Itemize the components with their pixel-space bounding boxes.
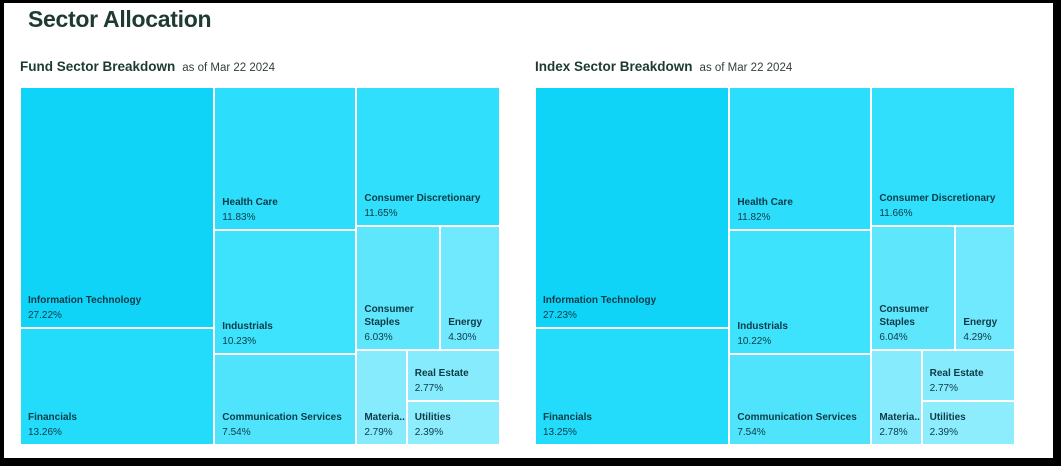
sector-value-label: 2.77% — [929, 382, 958, 394]
treemap-cell-materials[interactable]: Materia... 2.79% — [356, 349, 407, 445]
sector-name-label: Industrials — [222, 320, 273, 332]
treemap-cell-utilities[interactable]: Utilities 2.39% — [921, 401, 1015, 445]
sector-name-label: Real Estate — [414, 367, 469, 379]
sector-value-label: 4.30% — [448, 331, 477, 343]
sector-name-label: Communication Services — [737, 411, 857, 423]
sector-cell-label: Financials 13.25% — [543, 411, 727, 439]
fund-sector-treemap: Information Technology 27.22% Financials 13… — [20, 87, 500, 445]
sector-value-label: 13.25% — [543, 426, 577, 438]
index-chart-as-of-date: as of Mar 22 2024 — [699, 62, 793, 74]
sector-value-label: 2.79% — [364, 426, 393, 438]
sector-value-label: 10.22% — [737, 335, 772, 347]
sector-value-label: 4.29% — [963, 332, 992, 343]
sector-name-label: Utilities — [414, 411, 451, 423]
sector-cell-label: Consumer Staples 6.03% — [364, 303, 438, 344]
sector-cell-label: Materia... 2.78% — [879, 411, 919, 439]
fund-sector-breakdown-header: Fund Sector Breakdown as of Mar 22 2024 — [20, 58, 275, 76]
treemap-cell-health-care[interactable]: Health Care 11.83% — [214, 87, 357, 231]
treemap-cell-utilities[interactable]: Utilities 2.39% — [406, 400, 500, 445]
sector-value-label: 7.54% — [222, 426, 251, 438]
sector-value-label: 27.22% — [28, 309, 62, 321]
treemap-cell-information-technology[interactable]: Information Technology 27.23% — [535, 87, 730, 328]
treemap-cell-industrials[interactable]: Industrials 10.23% — [214, 230, 357, 354]
treemap-cell-real-estate[interactable]: Real Estate 2.77% — [406, 349, 500, 401]
sector-value-label: 7.54% — [737, 426, 766, 438]
sector-cell-label: Information Technology 27.22% — [28, 294, 212, 322]
sector-cell-label: Communication Services 7.54% — [222, 411, 354, 439]
sector-name-label: Consumer Staples — [879, 304, 929, 328]
sector-name-label: Energy — [963, 317, 998, 328]
sector-value-label: 6.03% — [364, 331, 393, 343]
index-sector-breakdown-header: Index Sector Breakdown as of Mar 22 2024 — [535, 58, 792, 76]
sector-cell-label: Energy 4.29% — [963, 316, 1013, 344]
sector-value-label: 6.04% — [879, 332, 908, 343]
treemap-cell-communication-services[interactable]: Communication Services 7.54% — [214, 353, 357, 445]
sector-name-label: Industrials — [737, 320, 788, 332]
treemap-cell-information-technology[interactable]: Information Technology 27.22% — [20, 87, 215, 328]
fund-chart-title: Fund Sector Breakdown — [20, 59, 176, 74]
sector-name-label: Materia... — [364, 411, 405, 423]
sector-cell-label: Consumer Discretionary 11.66% — [879, 192, 1013, 220]
sector-cell-label: Health Care 11.82% — [737, 196, 869, 224]
sector-cell-label: Information Technology 27.23% — [543, 294, 727, 322]
sector-cell-label: Consumer Discretionary 11.65% — [364, 192, 498, 220]
sector-cell-label: Real Estate 2.77% — [930, 367, 1013, 395]
treemap-cell-health-care[interactable]: Health Care 11.82% — [729, 87, 872, 231]
page-title: Sector Allocation — [28, 6, 212, 32]
treemap-cell-materials[interactable]: Materia... 2.78% — [871, 350, 922, 445]
sector-cell-label: Materia... 2.79% — [364, 411, 404, 439]
sector-cell-label: Consumer Staples 6.04% — [879, 303, 953, 344]
sector-cell-label: Utilities 2.39% — [415, 411, 498, 439]
sector-name-label: Consumer Discretionary — [879, 193, 996, 205]
sector-name-label: Energy — [448, 316, 483, 328]
sector-name-label: Health Care — [737, 197, 793, 209]
treemap-cell-energy[interactable]: Energy 4.29% — [955, 226, 1015, 350]
sector-name-label: Real Estate — [929, 367, 984, 379]
treemap-cell-consumer-discretionary[interactable]: Consumer Discretionary 11.66% — [871, 87, 1015, 227]
sector-name-label: Consumer Discretionary — [364, 193, 481, 205]
sector-value-label: 11.65% — [364, 208, 398, 220]
sector-value-label: 13.26% — [28, 426, 62, 438]
sector-cell-label: Utilities 2.39% — [930, 411, 1013, 439]
treemap-cell-consumer-staples[interactable]: Consumer Staples 6.04% — [871, 226, 956, 350]
index-sector-treemap: Information Technology 27.23% Financials 13… — [535, 87, 1015, 445]
sector-cell-label: Health Care 11.83% — [222, 196, 354, 224]
sector-cell-label: Energy 4.30% — [448, 316, 498, 344]
sector-value-label: 2.39% — [929, 426, 958, 438]
sector-cell-label: Communication Services 7.54% — [737, 411, 869, 439]
sector-cell-label: Real Estate 2.77% — [415, 367, 498, 395]
sector-name-label: Financials — [543, 411, 592, 423]
treemap-cell-consumer-staples[interactable]: Consumer Staples 6.03% — [356, 226, 441, 350]
index-chart-title: Index Sector Breakdown — [535, 59, 693, 74]
sector-name-label: Information Technology — [543, 294, 657, 306]
sector-cell-label: Industrials 10.23% — [222, 320, 354, 348]
sector-value-label: 2.77% — [414, 382, 444, 394]
sector-name-label: Materia... — [879, 411, 920, 423]
treemap-cell-communication-services[interactable]: Communication Services 7.54% — [729, 353, 872, 445]
sector-name-label: Consumer Staples — [364, 303, 414, 328]
sector-name-label: Utilities — [929, 411, 966, 423]
sector-name-label: Health Care — [222, 197, 278, 209]
treemap-cell-financials[interactable]: Financials 13.26% — [20, 327, 215, 445]
sector-name-label: Financials — [28, 411, 77, 423]
fund-chart-as-of-date: as of Mar 22 2024 — [182, 62, 275, 74]
sector-name-label: Communication Services — [222, 411, 342, 423]
sector-value-label: 2.78% — [879, 426, 908, 438]
treemap-cell-consumer-discretionary[interactable]: Consumer Discretionary 11.65% — [356, 87, 500, 227]
sector-name-label: Information Technology — [28, 294, 142, 306]
sector-value-label: 11.66% — [879, 208, 913, 220]
sector-value-label: 2.39% — [414, 426, 444, 438]
treemap-cell-industrials[interactable]: Industrials 10.22% — [729, 230, 872, 354]
sector-value-label: 27.23% — [543, 309, 577, 321]
sector-cell-label: Industrials 10.22% — [737, 320, 869, 348]
sector-value-label: 10.23% — [222, 335, 257, 347]
sector-cell-label: Financials 13.26% — [28, 411, 212, 439]
sector-value-label: 11.83% — [222, 212, 256, 224]
treemap-cell-financials[interactable]: Financials 13.25% — [535, 327, 730, 445]
treemap-cell-real-estate[interactable]: Real Estate 2.77% — [921, 350, 1015, 401]
treemap-cell-energy[interactable]: Energy 4.30% — [440, 226, 500, 350]
sector-value-label: 11.82% — [737, 212, 771, 224]
